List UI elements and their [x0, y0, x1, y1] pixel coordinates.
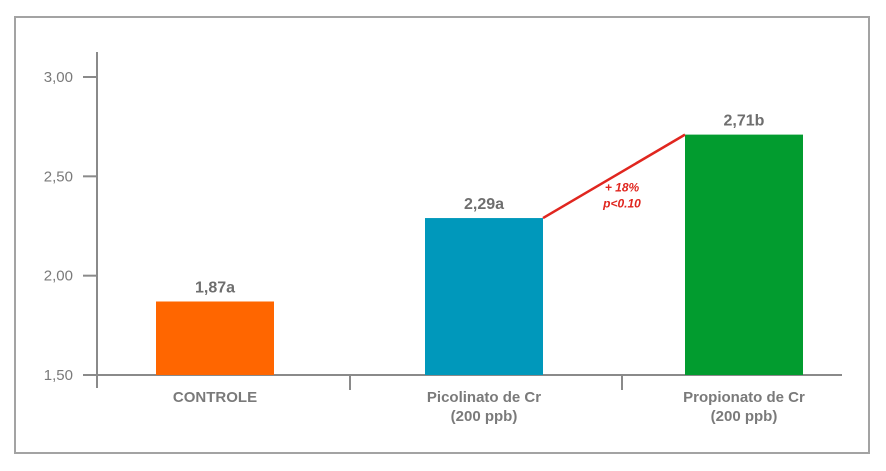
data-labels: 1,87a 2,29a 2,71b	[195, 113, 765, 297]
x-axis: CONTROLE Picolinato de Cr (200 ppb) Propion…	[97, 374, 842, 425]
trend-line	[542, 133, 686, 220]
y-tick-label: 2,00	[44, 268, 73, 285]
bar	[156, 301, 274, 375]
y-tick-label: 1,50	[44, 367, 73, 384]
bar	[425, 218, 543, 375]
x-category-label: CONTROLE	[173, 389, 257, 406]
bar	[685, 134, 803, 375]
trend-annotation: + 18% p<0.10	[542, 133, 686, 220]
bar-value-label: 2,71b	[724, 113, 765, 130]
bars	[156, 134, 803, 375]
y-tick-label: 3,00	[44, 69, 73, 86]
y-tick-label: 2,50	[44, 168, 73, 185]
bar-value-label: 2,29a	[464, 196, 504, 213]
trend-annotation-label: + 18%	[605, 180, 640, 194]
trend-annotation-label: p<0.10	[602, 196, 641, 210]
bar-value-label: 1,87a	[195, 279, 235, 296]
x-category-label: Propionato de Cr (200 ppb)	[683, 389, 805, 425]
y-axis: 1,50 2,00 2,50 3,00	[44, 52, 98, 388]
x-category-label: Picolinato de Cr (200 ppb)	[427, 389, 541, 425]
